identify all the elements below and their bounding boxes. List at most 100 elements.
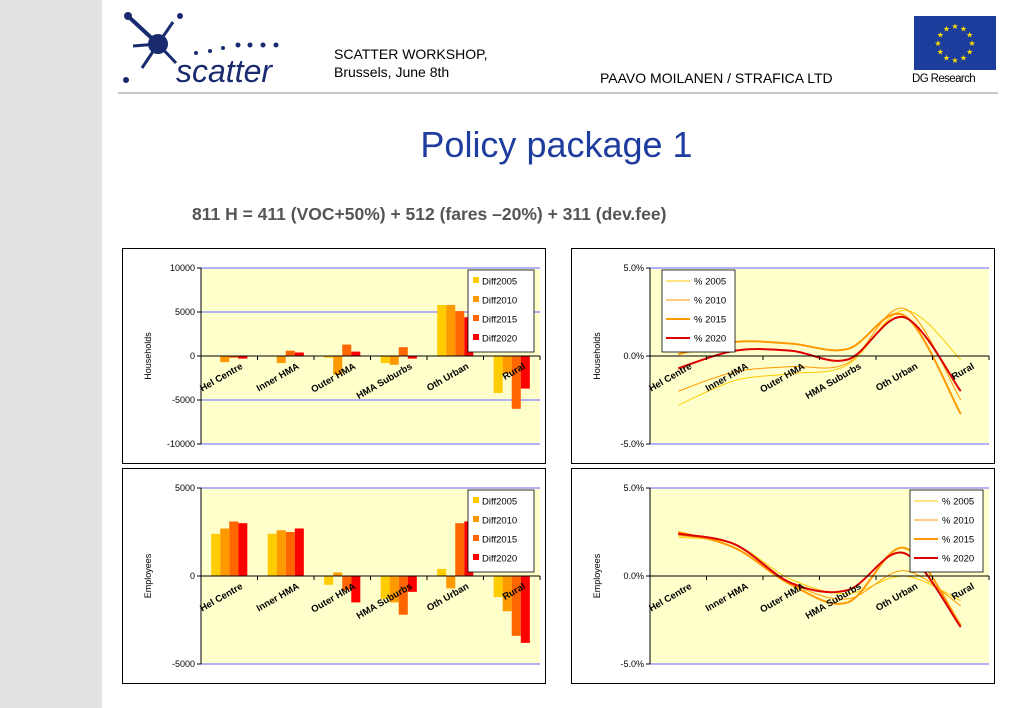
legend: Diff2005 Diff2010 Diff2015 Diff2020	[467, 489, 535, 573]
page-title: Policy package 1	[420, 124, 693, 165]
y-tick-label: 10000	[170, 263, 195, 273]
legend-label: Diff2015	[482, 315, 517, 326]
series-line	[678, 307, 962, 401]
legend-label: % 2015	[694, 315, 726, 326]
legend-label: % 2010	[942, 516, 974, 527]
y-tick-label: 0.0%	[623, 571, 644, 581]
households-pct-chart: 5.0% 0.0% -5.0% Hel Centre Inner HMA Outer HM…	[571, 248, 995, 464]
legend-label: Diff2020	[482, 554, 517, 565]
bar	[324, 576, 334, 585]
bar	[398, 347, 408, 356]
y-axis-title: Households	[592, 332, 602, 380]
legend-label: % 2010	[694, 296, 726, 307]
bar	[276, 530, 286, 576]
y-tick-label: 5.0%	[623, 263, 644, 273]
bar	[285, 532, 295, 576]
bar	[229, 521, 239, 576]
legend-swatch	[473, 554, 479, 560]
bar	[351, 576, 361, 603]
employees-diff-chart: 5000 0 -5000 Hel Centre Inner HMA Outer HMA HM…	[122, 468, 546, 684]
bar	[294, 352, 304, 356]
legend-label: % 2020	[694, 334, 726, 345]
y-axis-title: Employees	[592, 553, 602, 598]
author-label: PAAVO MOILANEN / STRAFICA LTD	[600, 70, 833, 86]
bar	[520, 356, 530, 389]
bar	[238, 356, 248, 359]
bar	[455, 523, 465, 576]
bar	[220, 356, 230, 363]
logo-text: scatter	[176, 53, 273, 89]
bar	[333, 356, 343, 375]
bar	[342, 576, 352, 591]
eu-star-icon: ★	[937, 31, 944, 40]
legend-label: Diff2005	[482, 277, 517, 288]
eu-star-icon: ★	[968, 39, 975, 48]
legend: % 2005 % 2010 % 2015 % 2020	[909, 489, 984, 573]
bar	[520, 576, 530, 643]
bar	[380, 356, 390, 364]
y-tick-label: -5.0%	[620, 659, 644, 669]
eu-star-icon: ★	[960, 54, 967, 63]
legend-swatch	[473, 334, 479, 340]
legend: % 2005 % 2010 % 2015 % 2020	[661, 269, 736, 353]
bar	[511, 356, 521, 409]
bar	[502, 576, 512, 612]
employees-pct-chart: 5.0% 0.0% -5.0% Hel Centre Inner HMA Outer HM…	[571, 468, 995, 684]
bar	[351, 351, 361, 356]
policy-formula: 811 H = 411 (VOC+50%) + 512 (fares –20%)…	[192, 204, 667, 224]
bar	[437, 304, 447, 356]
y-axis-title: Employees	[143, 553, 153, 598]
legend-label: Diff2005	[482, 497, 517, 508]
legend-swatch	[473, 296, 479, 302]
bar	[380, 576, 390, 599]
dg-research-label: DG Research	[912, 73, 976, 85]
bar	[238, 523, 248, 576]
bar	[493, 356, 503, 393]
y-tick-label: 0.0%	[623, 351, 644, 361]
eu-star-icon: ★	[951, 22, 958, 31]
bar	[398, 576, 408, 615]
legend-label: Diff2010	[482, 516, 517, 527]
bar	[511, 576, 521, 636]
workshop-line1: SCATTER WORKSHOP,	[334, 46, 488, 62]
bar	[502, 356, 512, 374]
bar	[455, 311, 465, 356]
legend-swatch	[473, 315, 479, 321]
households-diff-chart: 10000 5000 0 -5000 -10000 Hel Centre Inner HMA…	[122, 248, 546, 464]
y-tick-label: 5.0%	[623, 483, 644, 493]
eu-star-icon: ★	[943, 24, 950, 33]
y-tick-label: 0	[190, 571, 195, 581]
legend-swatch	[473, 277, 479, 283]
bar	[324, 356, 334, 358]
eu-flag-icon: ★ ★ ★ ★ ★ ★ ★ ★ ★ ★ ★ ★	[914, 16, 996, 70]
legend-label: % 2005	[942, 497, 974, 508]
bar	[389, 576, 399, 603]
eu-star-icon: ★	[960, 24, 967, 33]
eu-star-icon: ★	[951, 56, 958, 65]
eu-star-icon: ★	[934, 39, 941, 48]
bar	[285, 350, 295, 356]
legend-label: Diff2010	[482, 296, 517, 307]
y-tick-label: -10000	[167, 439, 195, 449]
legend-swatch	[473, 535, 479, 541]
bar	[342, 344, 352, 356]
workshop-line2: Brussels, June 8th	[334, 64, 450, 80]
eu-star-icon: ★	[966, 31, 973, 40]
bar	[333, 572, 343, 576]
y-tick-label: 5000	[175, 307, 195, 317]
bar	[407, 576, 417, 592]
legend: Diff2005 Diff2010 Diff2015 Diff2020	[467, 269, 535, 353]
legend-label: Diff2015	[482, 535, 517, 546]
header-divider	[118, 92, 998, 94]
bar	[229, 356, 239, 358]
scatter-logo: scatter	[118, 8, 288, 90]
legend-label: % 2020	[942, 554, 974, 565]
bar	[211, 533, 221, 576]
sidebar	[0, 0, 102, 708]
bar	[446, 576, 456, 589]
bar	[446, 304, 456, 356]
eu-star-icon: ★	[937, 48, 944, 57]
y-tick-label: 0	[190, 351, 195, 361]
y-tick-label: -5000	[172, 659, 195, 669]
y-tick-label: -5.0%	[620, 439, 644, 449]
